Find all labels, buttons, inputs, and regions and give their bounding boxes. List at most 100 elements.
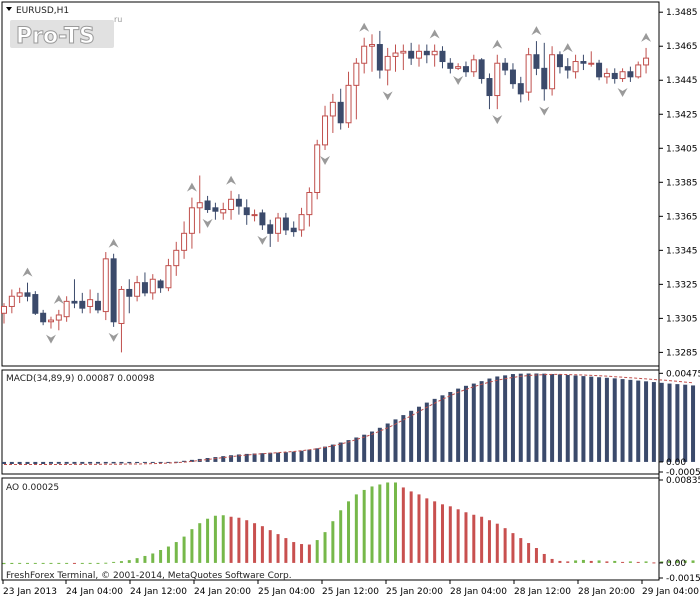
candle-body[interactable] (32, 294, 39, 314)
candle-body[interactable] (556, 54, 563, 68)
candle-body[interactable] (329, 101, 336, 117)
candle-body[interactable] (40, 312, 47, 323)
macd-bar (142, 461, 147, 463)
ao-bar (276, 534, 280, 563)
candle-body[interactable] (494, 62, 501, 97)
macd-bar (370, 431, 375, 462)
macd-bar (150, 461, 155, 463)
candle-body[interactable] (243, 207, 250, 216)
candle-body[interactable] (220, 209, 227, 214)
ao-bar (472, 514, 476, 563)
candle-body[interactable] (204, 200, 211, 211)
candle-body[interactable] (102, 258, 109, 313)
candle-body[interactable] (525, 54, 532, 93)
candle-body[interactable] (627, 71, 634, 78)
candle-body[interactable] (141, 282, 148, 294)
candle-body[interactable] (110, 258, 117, 323)
candle-body[interactable] (157, 280, 164, 289)
candle-body[interactable] (462, 66, 469, 73)
candle-body[interactable] (212, 207, 219, 212)
dropdown-triangle-icon[interactable] (6, 7, 12, 11)
candle-body[interactable] (24, 292, 31, 297)
candle-body[interactable] (188, 207, 195, 234)
macd-bar (683, 384, 688, 462)
candle-body[interactable] (423, 50, 430, 56)
candle-body[interactable] (306, 192, 313, 216)
candle-body[interactable] (533, 54, 540, 69)
candle-body[interactable] (502, 62, 509, 71)
candle-body[interactable] (619, 71, 626, 80)
candle-body[interactable] (353, 62, 360, 86)
candle-body[interactable] (376, 44, 383, 71)
candle-body[interactable] (118, 288, 125, 324)
candle-body[interactable] (580, 61, 587, 64)
candle-body[interactable] (282, 217, 289, 231)
candle-body[interactable] (549, 54, 556, 90)
candle-body[interactable] (173, 249, 180, 267)
candle-body[interactable] (259, 212, 266, 226)
ao-panel[interactable] (1, 477, 660, 581)
macd-bar (667, 383, 672, 462)
macd-bar (636, 380, 641, 462)
candle-body[interactable] (611, 72, 618, 80)
candle-body[interactable] (298, 214, 305, 231)
candle-body[interactable] (79, 300, 86, 309)
candle-body[interactable] (94, 300, 101, 311)
candle-body[interactable] (517, 83, 524, 95)
candle-body[interactable] (322, 115, 329, 146)
candle-body[interactable] (16, 292, 23, 297)
ao-bar (237, 517, 241, 563)
candle-body[interactable] (251, 214, 258, 217)
candle-body[interactable] (588, 62, 595, 65)
candle-body[interactable] (149, 278, 156, 294)
candle-body[interactable] (596, 62, 603, 78)
macd-bar (103, 461, 108, 464)
candle-body[interactable] (431, 50, 438, 56)
ao-bar (621, 561, 625, 563)
candle-body[interactable] (55, 314, 62, 321)
candle-body[interactable] (415, 50, 422, 59)
candle-body[interactable] (509, 69, 516, 85)
candle-body[interactable] (345, 84, 352, 124)
candle-body[interactable] (290, 227, 297, 233)
candle-body[interactable] (455, 66, 462, 69)
candle-body[interactable] (181, 232, 188, 251)
candle-body[interactable] (369, 44, 376, 47)
candle-body[interactable] (392, 52, 399, 57)
candle-body[interactable] (267, 224, 274, 234)
candle-body[interactable] (447, 62, 454, 69)
candle-body[interactable] (643, 57, 650, 66)
macd-bar (393, 419, 398, 462)
candle-body[interactable] (8, 295, 15, 307)
candle-body[interactable] (564, 66, 571, 71)
candle-body[interactable] (384, 55, 391, 71)
candle-body[interactable] (314, 144, 321, 194)
candle-body[interactable] (572, 61, 579, 73)
candle-body[interactable] (541, 67, 548, 90)
ao-bar (527, 543, 531, 563)
candle-body[interactable] (603, 72, 610, 78)
fractal-up-icon (53, 294, 64, 304)
candle-body[interactable] (337, 101, 344, 124)
candle-body[interactable] (196, 202, 203, 209)
candle-body[interactable] (63, 300, 70, 318)
candle-body[interactable] (71, 300, 78, 304)
candle-body[interactable] (400, 50, 407, 54)
candle-body[interactable] (478, 59, 485, 80)
candle-body[interactable] (635, 64, 642, 78)
candle-body[interactable] (165, 265, 172, 289)
candle-body[interactable] (361, 45, 368, 64)
candle-body[interactable] (134, 282, 141, 297)
candle-body[interactable] (470, 59, 477, 73)
candle-body[interactable] (126, 288, 133, 297)
candle-body[interactable] (47, 319, 54, 323)
candle-body[interactable] (87, 299, 94, 307)
candle-body[interactable] (408, 50, 415, 59)
candle-body[interactable] (275, 217, 282, 234)
candle-body[interactable] (439, 50, 446, 63)
candle-body[interactable] (235, 198, 242, 207)
macd-panel[interactable] (1, 369, 660, 475)
candle-body[interactable] (228, 198, 235, 211)
candle-body[interactable] (1, 305, 7, 314)
candle-body[interactable] (486, 78, 493, 97)
